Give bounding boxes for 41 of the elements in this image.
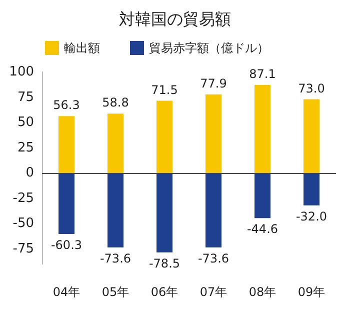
y-tick-label: 75 [17,90,34,105]
y-tick-label: 100 [9,64,34,80]
bar [156,173,172,252]
bar [254,85,270,174]
bar [254,173,270,218]
bar [58,116,74,174]
chart-title: 対韓国の貿易額 [119,10,231,28]
x-tick-label: 09年 [298,285,326,299]
data-label: 56.3 [53,98,80,112]
y-tick-label: 25 [17,140,34,156]
legend-label: 貿易赤字額（億ドル） [149,41,269,55]
data-label: -44.6 [246,222,278,236]
y-tick-label: 50 [17,115,34,130]
y-tick-label: -75 [12,241,34,256]
y-tick-label: -50 [12,216,34,232]
bar [206,94,222,174]
x-tick-label: 04年 [52,285,80,299]
data-label: 71.5 [151,82,178,97]
bar [304,173,320,206]
bar [206,173,222,248]
data-label: -60.3 [50,238,82,252]
bar [108,114,124,174]
data-label: 77.9 [200,76,227,90]
data-label: -73.6 [198,251,230,266]
y-tick-label: 0 [26,166,34,181]
data-label: 87.1 [249,67,276,82]
data-label: 58.8 [102,96,129,110]
data-label: -78.5 [148,256,180,270]
x-tick-label: 08年 [248,285,276,299]
bar [108,173,124,248]
data-label: -32.0 [296,209,328,224]
y-tick-label: -25 [12,190,34,206]
bar [156,100,172,174]
bar [304,99,320,174]
data-label: 73.0 [298,81,325,96]
data-label: -73.6 [100,251,132,266]
x-tick-label: 05年 [102,285,130,299]
legend-label: 輸出額 [64,41,100,55]
x-tick-label: 07年 [200,285,228,299]
bar [58,173,74,234]
x-tick-label: 06年 [150,285,178,299]
